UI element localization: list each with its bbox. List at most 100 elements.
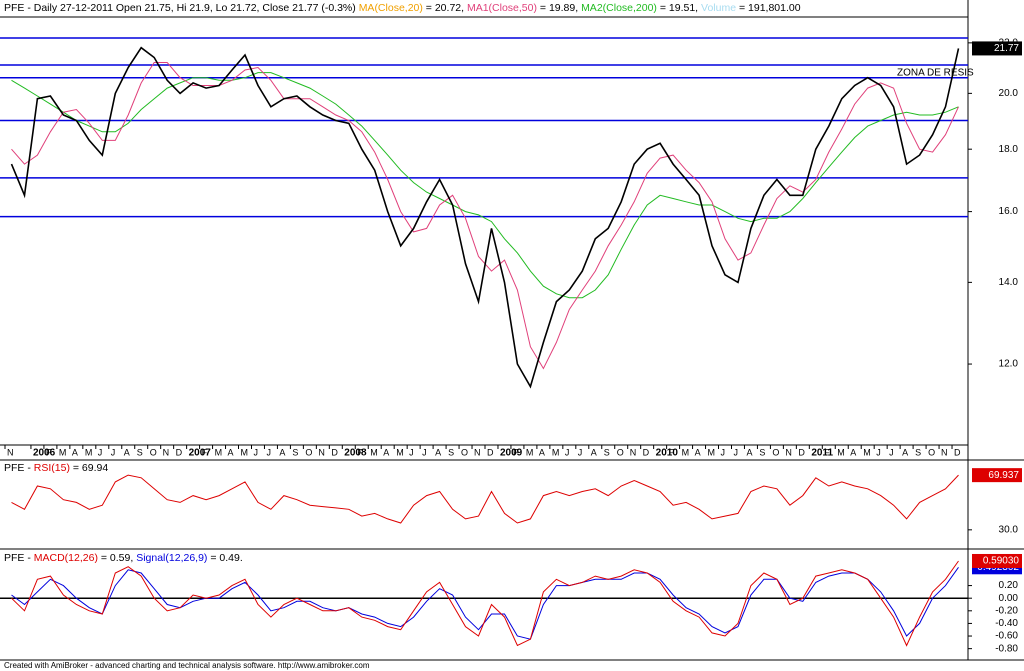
x-tick-label: O (617, 447, 624, 457)
x-tick-label: J (889, 447, 894, 457)
header-part: = 19.51, (657, 2, 701, 14)
x-tick-label: J (565, 447, 570, 457)
panel-header: PFE - MACD(12,26) = 0.59, Signal(12,26,9… (4, 552, 243, 564)
series-line (11, 72, 959, 299)
x-tick-label: N (163, 447, 170, 457)
x-tick-label: M (708, 447, 716, 457)
x-tick-label: 2009 (500, 448, 523, 459)
y-tick-label: 16.0 (999, 206, 1019, 217)
x-tick-label: F (202, 447, 208, 457)
x-tick-label: S (448, 447, 454, 457)
x-tick-label: J (422, 447, 427, 457)
x-tick-label: M (552, 447, 560, 457)
y-tick-label: 14.0 (999, 277, 1019, 288)
panel-header: PFE - RSI(15) = 69.94 (4, 462, 108, 474)
x-tick-label: N (474, 447, 481, 457)
x-tick-label: J (876, 447, 881, 457)
x-tick-label: S (137, 447, 143, 457)
header-part: = 0.49. (207, 552, 242, 564)
series-line (10, 46, 960, 389)
header-part: PFE - Daily 27-12-2011 Open 21.75, Hi 21… (4, 2, 359, 14)
x-tick-label: F (669, 447, 675, 457)
x-tick-label: A (124, 447, 130, 457)
x-tick-label: J (266, 447, 271, 457)
header-part: = 19.89, (537, 2, 581, 14)
x-tick-label: O (772, 447, 779, 457)
x-tick-label: S (604, 447, 610, 457)
header-part: = 20.72, (423, 2, 467, 14)
x-tick-label: N (630, 447, 637, 457)
x-tick-label: J (733, 447, 738, 457)
value-tag-label: 0.59030 (983, 556, 1020, 567)
x-tick-label: A (746, 447, 752, 457)
x-tick-label: A (695, 447, 701, 457)
x-tick-label: M (241, 447, 249, 457)
x-tick-label: A (539, 447, 545, 457)
value-tag (972, 41, 1022, 56)
header-part: = 0.59, (98, 552, 136, 564)
x-tick-label: O (150, 447, 157, 457)
x-tick-label: J (98, 447, 103, 457)
x-tick-label: A (435, 447, 441, 457)
x-tick-label: 2006 (33, 448, 56, 459)
x-tick-label: J (578, 447, 583, 457)
x-tick-label: N (7, 447, 14, 457)
y-tick-label: 18.0 (999, 144, 1019, 155)
x-tick-label: D (643, 447, 650, 457)
x-tick-label: 2011 (811, 448, 833, 459)
x-tick-label: F (513, 447, 519, 457)
series-line (11, 567, 959, 640)
x-tick-label: S (292, 447, 298, 457)
value-tag-label: 21.77 (994, 43, 1019, 54)
x-tick-label: D (176, 447, 183, 457)
y-tick-label: -0.20 (995, 605, 1018, 616)
x-tick-label: A (591, 447, 597, 457)
y-tick-label: 20.0 (999, 88, 1019, 99)
x-tick-label: S (915, 447, 921, 457)
x-tick-label: A (383, 447, 389, 457)
panel-header: PFE - Daily 27-12-2011 Open 21.75, Hi 21… (4, 2, 801, 14)
x-tick-label: D (954, 447, 961, 457)
x-tick-label: 2007 (189, 448, 212, 459)
header-part: PFE - (4, 462, 34, 474)
x-tick-label: A (228, 447, 234, 457)
y-tick-label: -0.60 (995, 631, 1018, 642)
x-tick-label: O (461, 447, 468, 457)
x-tick-label: D (798, 447, 805, 457)
x-tick-label: N (318, 447, 325, 457)
x-tick-label: M (396, 447, 404, 457)
x-tick-label: D (487, 447, 494, 457)
x-tick-label: F (357, 447, 363, 457)
value-tag (972, 468, 1022, 483)
header-part: = 69.94 (70, 462, 108, 474)
y-tick-label: -0.80 (995, 643, 1018, 654)
x-tick-label: 2008 (344, 448, 367, 459)
series-line (11, 560, 959, 647)
value-tag (972, 553, 1022, 568)
x-tick-label: N (785, 447, 792, 457)
x-tick-label: M (863, 447, 871, 457)
x-tick-label: A (850, 447, 856, 457)
header-part: MA(Close,20) (359, 2, 423, 14)
x-tick-label: O (305, 447, 312, 457)
header-part: = 191,801.00 (736, 2, 801, 14)
x-tick-label: M (370, 447, 378, 457)
x-tick-label: M (59, 447, 67, 457)
x-tick-label: J (409, 447, 414, 457)
x-tick-label: 2010 (656, 448, 679, 459)
header-part: RSI(15) (34, 462, 70, 474)
header-part: PFE - (4, 552, 34, 564)
x-tick-label: N (941, 447, 948, 457)
x-tick-label: J (253, 447, 258, 457)
x-tick-label: A (279, 447, 285, 457)
footer: Created with AmiBroker - advanced charti… (4, 661, 370, 670)
header-part: Volume (701, 2, 736, 14)
header-part: Signal(12,26,9) (136, 552, 207, 564)
y-tick-label: 0.00 (999, 593, 1019, 604)
x-tick-label: F (46, 447, 52, 457)
x-tick-label: S (759, 447, 765, 457)
x-tick-label: F (824, 447, 830, 457)
x-tick-label: J (721, 447, 726, 457)
